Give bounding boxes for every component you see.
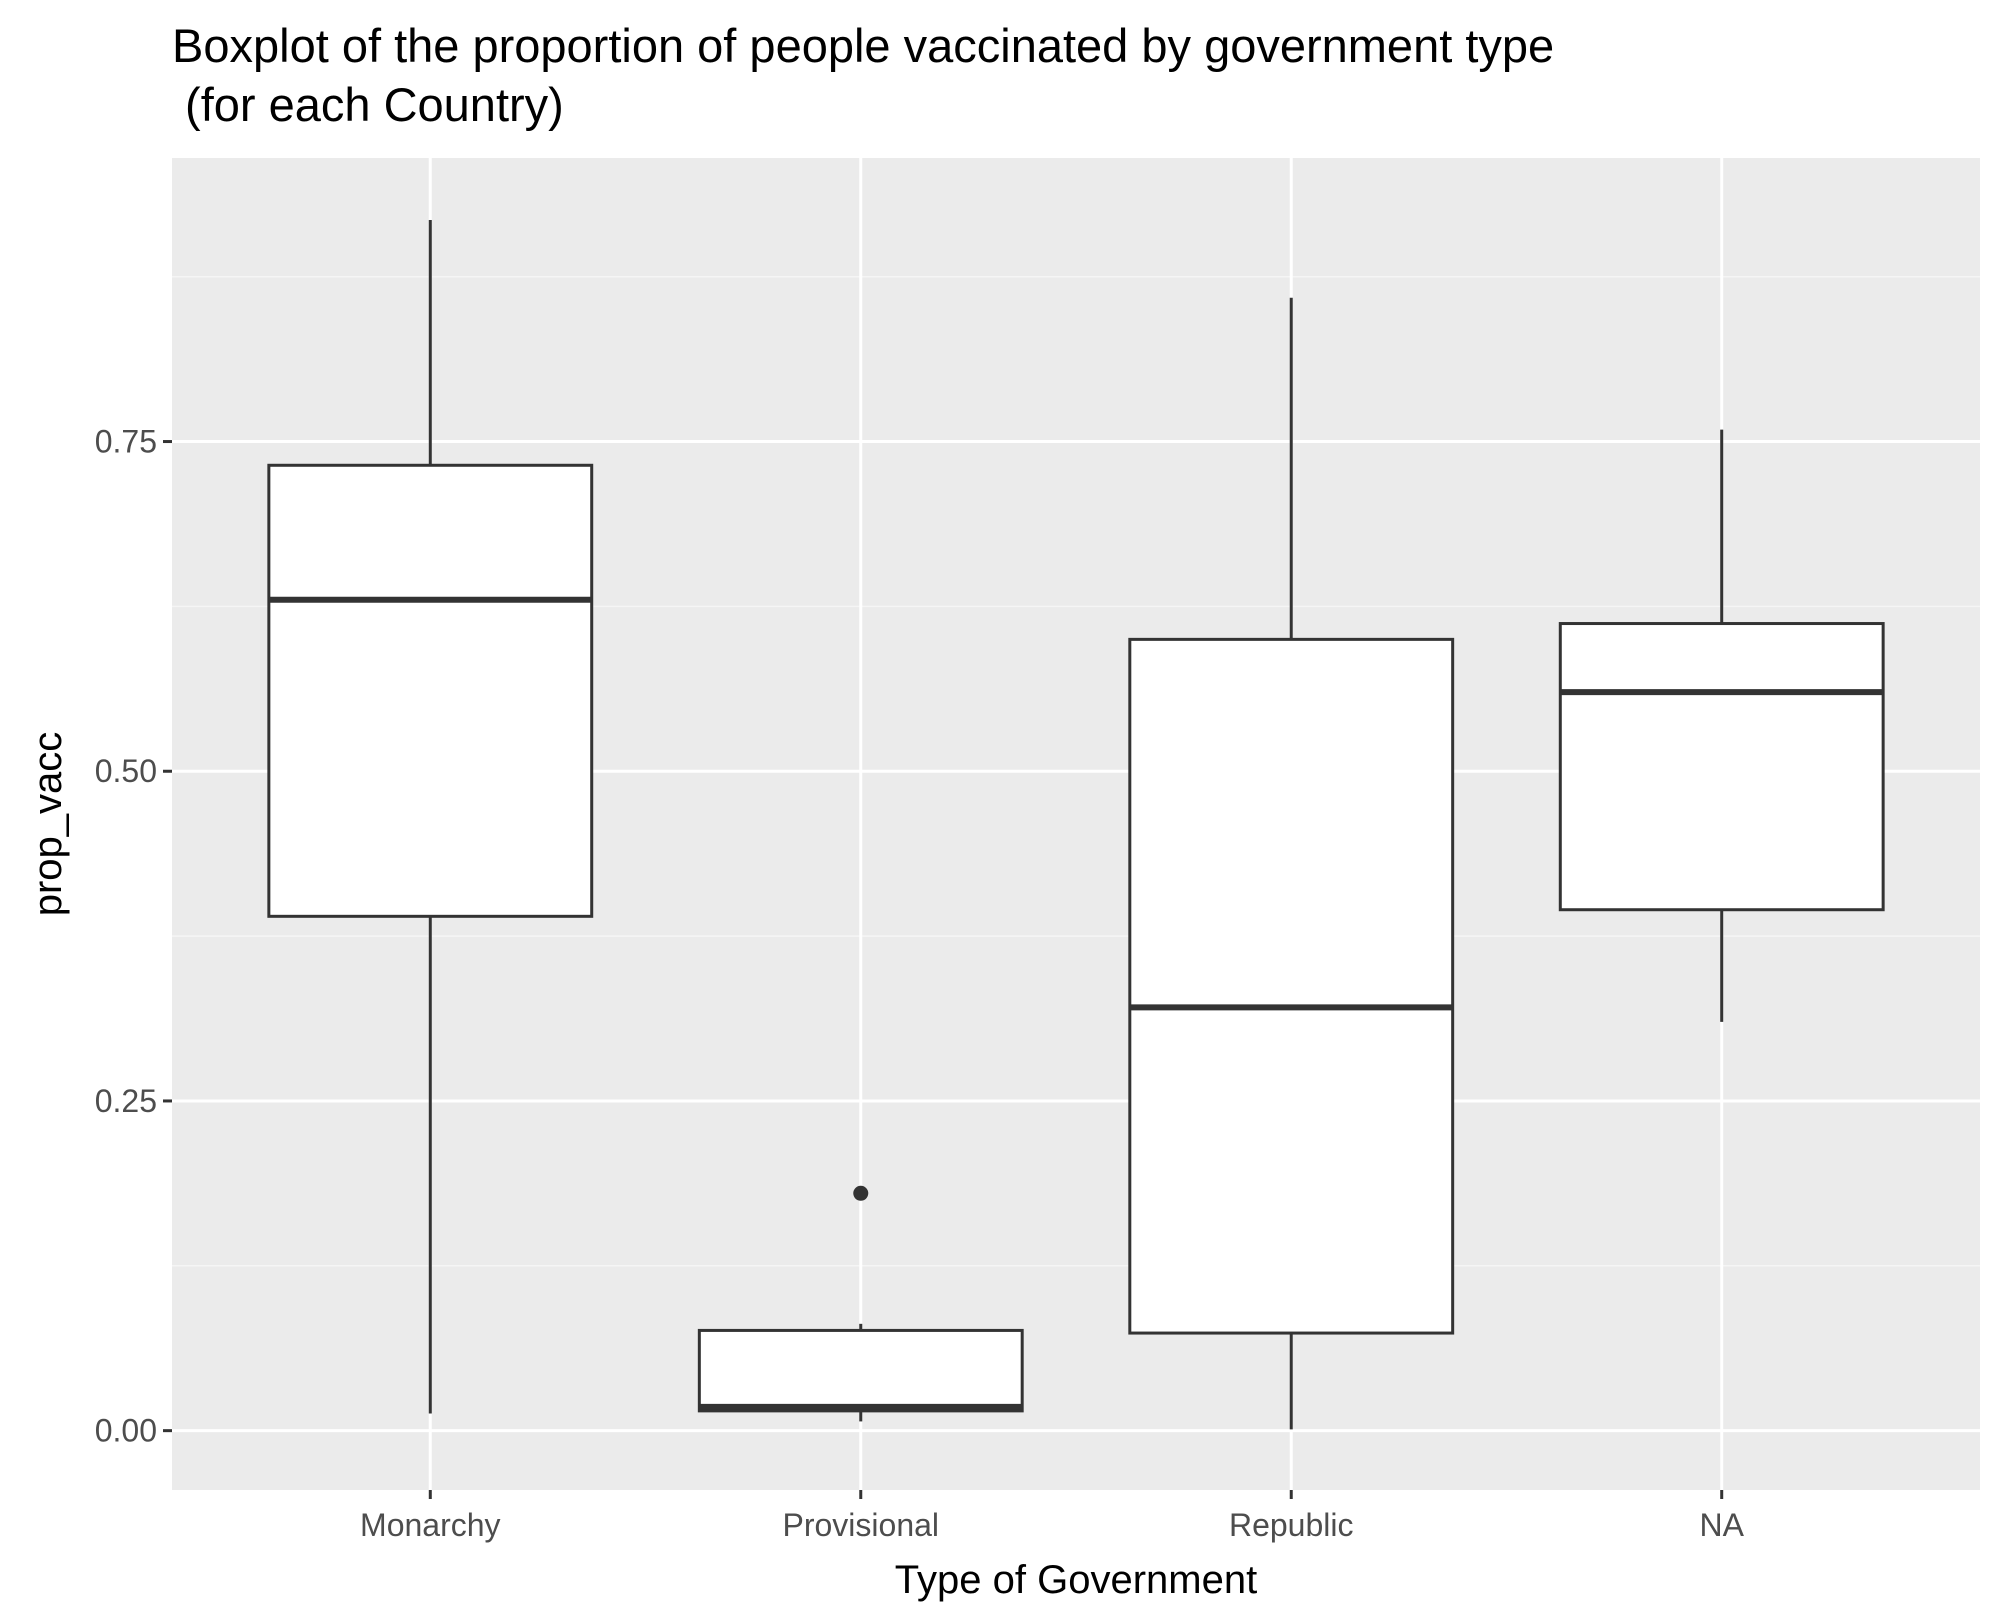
box-iqr xyxy=(1128,637,1455,1335)
outlier-point xyxy=(853,1185,869,1201)
x-tick-label: Monarchy xyxy=(360,1507,501,1543)
box-group xyxy=(267,219,594,1414)
box-group xyxy=(1128,297,1455,1430)
x-tick-label: Republic xyxy=(1229,1507,1354,1543)
y-axis: 0.00 0.25 0.50 0.75 xyxy=(95,424,172,1449)
chart-subtitle: (for each Country) xyxy=(172,78,564,131)
box-iqr xyxy=(697,1328,1024,1413)
box-iqr xyxy=(1558,622,1885,912)
x-tick-label: NA xyxy=(1699,1507,1744,1543)
x-axis-title: Type of Government xyxy=(895,1558,1257,1602)
y-axis-title: prop_vacc xyxy=(26,732,70,917)
boxes-layer xyxy=(267,219,1885,1430)
box-iqr xyxy=(267,463,594,918)
y-tick-label: 0.25 xyxy=(95,1083,157,1119)
chart-title: Boxplot of the proportion of people vacc… xyxy=(172,19,1554,72)
box-group xyxy=(697,1185,1024,1422)
x-tick-label: Provisional xyxy=(783,1507,940,1543)
y-tick-label: 0.00 xyxy=(95,1413,157,1449)
y-tick-label: 0.75 xyxy=(95,424,157,460)
y-tick-label: 0.50 xyxy=(95,753,157,789)
box-group xyxy=(1558,429,1885,1022)
x-axis: Monarchy Provisional Republic NA xyxy=(360,1490,1745,1543)
